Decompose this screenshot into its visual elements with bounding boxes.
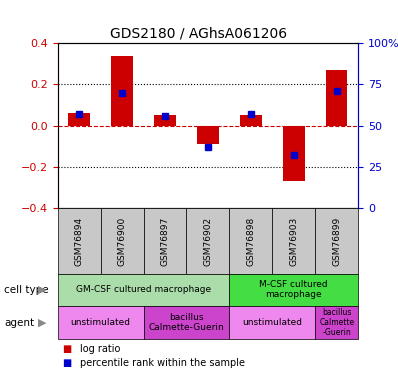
Text: GSM76898: GSM76898	[246, 216, 256, 266]
Bar	[326, 70, 347, 126]
Bar	[240, 116, 261, 126]
Bar	[315, 208, 358, 274]
Bar	[101, 208, 144, 274]
Text: GDS2180 / AGhsA061206: GDS2180 / AGhsA061206	[110, 27, 288, 41]
Text: log ratio: log ratio	[80, 344, 120, 354]
Text: GM-CSF cultured macrophage: GM-CSF cultured macrophage	[76, 285, 211, 294]
Text: percentile rank within the sample: percentile rank within the sample	[80, 358, 245, 368]
Text: cell type: cell type	[4, 285, 49, 295]
Text: GSM76899: GSM76899	[332, 216, 341, 266]
Text: GSM76902: GSM76902	[203, 216, 213, 266]
Text: bacillus
Calmette
-Guerin: bacillus Calmette -Guerin	[319, 308, 354, 338]
Bar	[144, 208, 187, 274]
Text: GSM76897: GSM76897	[160, 216, 170, 266]
Text: unstimulated: unstimulated	[242, 318, 302, 327]
Bar	[283, 126, 304, 182]
Bar	[144, 306, 229, 339]
Bar	[58, 306, 144, 339]
Text: GSM76894: GSM76894	[75, 216, 84, 266]
Text: ■: ■	[62, 344, 71, 354]
Bar	[58, 274, 229, 306]
Text: ▶: ▶	[37, 318, 46, 327]
Text: ▶: ▶	[37, 285, 46, 295]
Bar	[154, 116, 176, 126]
Text: agent: agent	[4, 318, 34, 327]
Bar	[229, 306, 315, 339]
Bar	[315, 306, 358, 339]
Text: bacillus
Calmette-Guerin: bacillus Calmette-Guerin	[148, 313, 224, 332]
Bar	[68, 113, 90, 126]
Bar	[111, 56, 133, 126]
Text: M-CSF cultured
macrophage: M-CSF cultured macrophage	[259, 280, 328, 299]
Bar	[229, 274, 358, 306]
Text: GSM76900: GSM76900	[117, 216, 127, 266]
Bar	[58, 208, 101, 274]
Text: ■: ■	[62, 358, 71, 368]
Bar	[197, 126, 219, 144]
Bar	[229, 208, 272, 274]
Bar	[272, 208, 315, 274]
Text: GSM76903: GSM76903	[289, 216, 298, 266]
Text: unstimulated: unstimulated	[70, 318, 131, 327]
Bar	[187, 208, 229, 274]
